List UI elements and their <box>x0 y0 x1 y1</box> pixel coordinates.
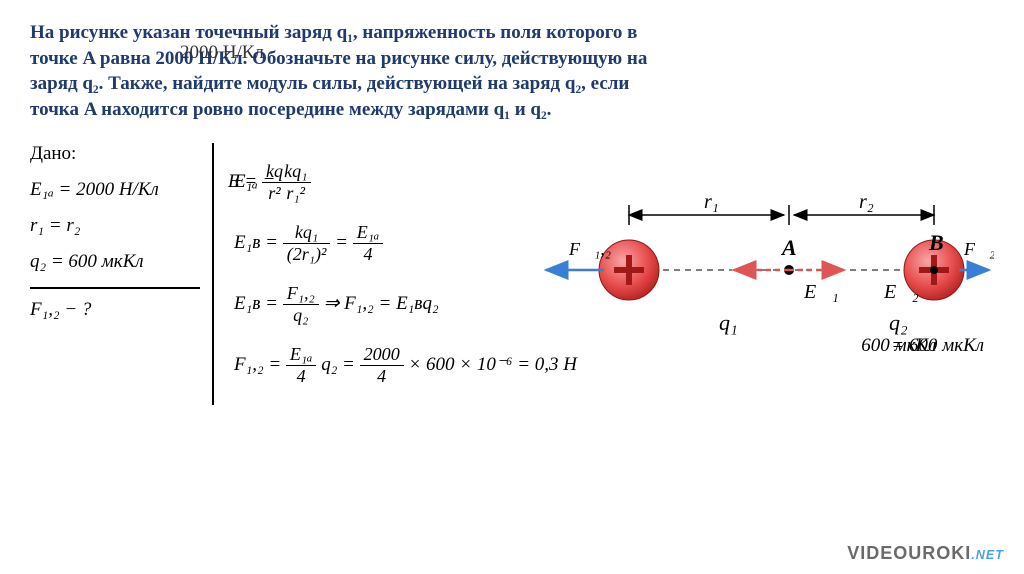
overlay-value-1: 2000 Н/Кл <box>180 42 264 64</box>
label-F12: F⃗₁,₂ <box>568 239 611 259</box>
eq3-num: F₁,₂ <box>283 283 319 305</box>
eq3-rhs: ⇒ F₁,₂ = E₁ʙq₂ <box>324 292 439 313</box>
problem-line2: точке A равна 2000 Н/Кл. Обозначьте на р… <box>30 48 647 69</box>
given-column: Дано: E₁ₐ = 2000 Н/Кл r₁ = r₂ q₂ = 600 м… <box>30 143 214 405</box>
eq2-den: (2r₁)² <box>283 244 331 265</box>
label-B: B <box>928 230 944 255</box>
eq1-overlay-lhs: E = <box>228 170 257 191</box>
eq4-den: 4 <box>286 366 317 387</box>
eq3-lhs: E₁ʙ = <box>234 292 278 313</box>
label-F21: F⃗₂,₁ <box>963 239 994 259</box>
label-q1: q₁ <box>719 310 738 335</box>
eq4-num2: 2000 <box>360 344 404 366</box>
eq3: E₁ʙ = F₁,₂q₂ ⇒ F₁,₂ = E₁ʙq₂ <box>234 283 577 326</box>
label-r2: r₂ <box>859 191 874 213</box>
label-q2: q₂ <box>889 310 908 335</box>
eq1: E = kqr² E₁ₐ = kq₁r₁² <box>234 161 577 204</box>
given-find: F₁,₂ − ? <box>30 287 200 321</box>
eq2-num2: E₁ₐ <box>353 222 384 244</box>
given-header: Дано: <box>30 143 200 165</box>
problem-statement: На рисунке указан точечный заряд q₁, нап… <box>30 20 994 123</box>
q2-value-overlay: = 600 мкКл 600 мкКл <box>891 335 984 357</box>
eq2: E₁ʙ = kq₁(2r₁)² = E₁ₐ4 <box>234 222 577 265</box>
label-E1: E⃗₁ <box>803 281 839 303</box>
eq2-lhs: E₁ʙ = <box>234 231 278 252</box>
problem-line4: точка A находится ровно посередине между… <box>30 99 551 120</box>
eq4-num: E₁ₐ <box>286 344 317 366</box>
eq1-overlay-den: r² <box>262 183 287 204</box>
label-A: A <box>780 235 797 260</box>
watermark-text: VIDEOUROKI <box>847 543 971 563</box>
given-e1a: E₁ₐ = 2000 Н/Кл <box>30 179 200 201</box>
eq2-den2: 4 <box>353 244 384 265</box>
eq4-den2: 4 <box>360 366 404 387</box>
eq2-num: kq₁ <box>283 222 331 244</box>
problem-line3: заряд q₂. Также, найдите модуль силы, де… <box>30 73 629 94</box>
solution-column: E = kqr² E₁ₐ = kq₁r₁² E₁ʙ = kq₁(2r₁)² = … <box>214 143 577 405</box>
problem-line1: На рисунке указан точечный заряд q₁, нап… <box>30 22 637 43</box>
eq4-mid: q₂ = <box>321 353 359 374</box>
eq2-mid: = <box>335 231 353 252</box>
given-r: r₁ = r₂ <box>30 215 200 237</box>
label-r1: r₁ <box>704 191 719 213</box>
given-q2: q₂ = 600 мкКл <box>30 251 200 273</box>
eq4: F₁,₂ = E₁ₐ4 q₂ = 20004 × 600 × 10⁻⁶ = 0,… <box>234 344 577 387</box>
eq1-overlay-num: kq <box>262 161 287 183</box>
eq4-lhs: F₁,₂ = <box>234 353 281 374</box>
eq3-den: q₂ <box>283 305 319 326</box>
watermark: VIDEOUROKI.NET <box>847 543 1004 564</box>
label-E2: E⃗₂ <box>883 281 919 303</box>
